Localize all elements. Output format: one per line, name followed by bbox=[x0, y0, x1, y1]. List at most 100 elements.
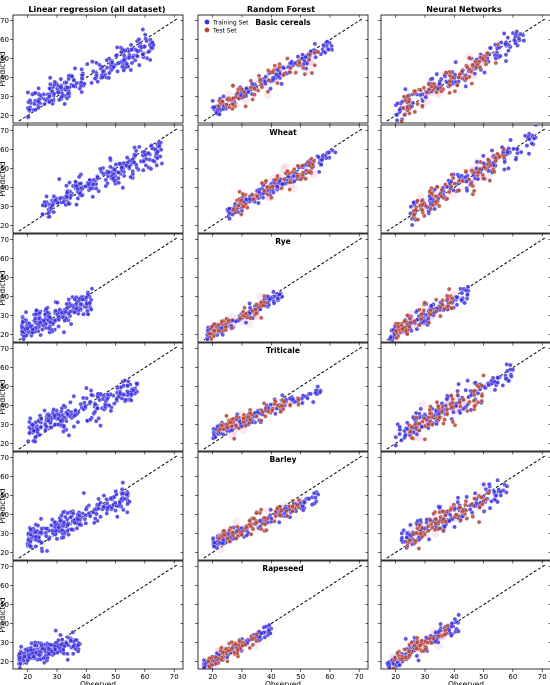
test-point bbox=[300, 170, 306, 175]
y-tick-label: 20 bbox=[0, 549, 9, 557]
test-point bbox=[471, 398, 477, 404]
training-point bbox=[49, 425, 54, 430]
test-point bbox=[263, 178, 269, 184]
y-tick-label: 50 bbox=[0, 55, 9, 63]
y-tick-label: 70 bbox=[0, 17, 9, 25]
test-point bbox=[413, 207, 419, 213]
training-point bbox=[416, 658, 421, 663]
test-point bbox=[495, 42, 501, 47]
test-point bbox=[213, 661, 219, 666]
test-point bbox=[452, 181, 457, 186]
training-point bbox=[409, 222, 415, 228]
training-point bbox=[121, 57, 127, 63]
training-point bbox=[61, 329, 67, 335]
training-point bbox=[212, 540, 217, 545]
training-point bbox=[263, 74, 269, 80]
training-point bbox=[399, 535, 405, 541]
training-point bbox=[95, 79, 100, 84]
test-point bbox=[243, 311, 249, 317]
y-tick-label: 70 bbox=[0, 236, 9, 244]
training-point bbox=[42, 312, 48, 317]
training-point bbox=[449, 621, 455, 626]
training-point bbox=[74, 526, 80, 531]
test-point bbox=[477, 505, 482, 510]
training-point bbox=[511, 146, 516, 152]
test-point bbox=[300, 65, 306, 71]
training-point bbox=[85, 308, 90, 314]
test-point bbox=[275, 80, 280, 86]
y-tick-label: 60 bbox=[0, 36, 9, 44]
y-tick-label: 40 bbox=[0, 184, 9, 192]
test-point bbox=[460, 397, 466, 402]
training-point bbox=[78, 301, 83, 307]
test-point bbox=[471, 388, 477, 394]
test-point bbox=[443, 513, 448, 518]
training-point bbox=[303, 54, 308, 60]
test-point bbox=[252, 92, 257, 98]
training-point bbox=[28, 544, 34, 549]
training-point bbox=[300, 507, 306, 513]
test-point bbox=[479, 495, 484, 500]
training-point bbox=[98, 423, 103, 428]
panel-barley-neural-networks bbox=[378, 451, 550, 563]
identity-line bbox=[203, 237, 363, 341]
training-point bbox=[503, 52, 509, 58]
training-point bbox=[70, 651, 76, 657]
training-point bbox=[107, 70, 112, 76]
identity-line bbox=[18, 455, 178, 559]
training-point bbox=[157, 143, 162, 149]
test-point bbox=[435, 184, 440, 190]
training-point bbox=[155, 149, 160, 154]
test-point bbox=[493, 155, 498, 161]
training-point bbox=[40, 212, 45, 217]
test-point bbox=[288, 179, 293, 185]
training-point bbox=[321, 43, 326, 49]
test-point bbox=[485, 50, 490, 56]
training-point bbox=[69, 527, 74, 532]
training-point bbox=[300, 400, 305, 406]
training-point bbox=[453, 59, 458, 65]
test-point bbox=[415, 217, 421, 222]
training-point bbox=[79, 89, 84, 95]
test-point bbox=[405, 543, 410, 549]
training-point bbox=[434, 71, 440, 77]
training-point bbox=[71, 83, 76, 89]
training-point bbox=[53, 308, 58, 313]
test-point bbox=[423, 647, 428, 652]
test-point bbox=[279, 508, 284, 513]
test-point bbox=[237, 316, 243, 321]
test-point bbox=[302, 71, 308, 77]
training-point bbox=[95, 174, 100, 180]
training-point bbox=[308, 391, 313, 397]
training-point bbox=[463, 387, 468, 393]
training-point bbox=[210, 98, 215, 104]
test-point bbox=[424, 90, 430, 95]
training-point bbox=[481, 153, 486, 159]
test-point bbox=[205, 658, 211, 664]
training-point bbox=[103, 177, 109, 183]
training-point bbox=[42, 101, 47, 107]
training-point bbox=[80, 297, 85, 302]
training-point bbox=[483, 486, 489, 492]
test-point bbox=[440, 404, 445, 409]
test-point bbox=[493, 60, 499, 66]
training-point bbox=[25, 325, 30, 331]
test-point bbox=[285, 56, 290, 61]
training-point bbox=[461, 406, 466, 412]
panel-rye-random-forest: Rye bbox=[195, 233, 369, 345]
x-tick-label: 50 bbox=[479, 673, 488, 681]
test-point bbox=[463, 502, 468, 508]
test-point bbox=[254, 302, 259, 307]
training-point bbox=[518, 31, 523, 37]
training-point bbox=[47, 75, 53, 81]
training-point bbox=[456, 381, 461, 387]
training-point bbox=[32, 643, 38, 648]
training-point bbox=[40, 327, 45, 332]
plot-layer bbox=[384, 564, 546, 669]
test-point bbox=[434, 309, 439, 314]
training-point bbox=[526, 151, 532, 156]
test-point bbox=[429, 525, 435, 530]
test-point bbox=[254, 414, 259, 419]
test-point bbox=[433, 521, 438, 526]
test-point bbox=[239, 197, 244, 203]
